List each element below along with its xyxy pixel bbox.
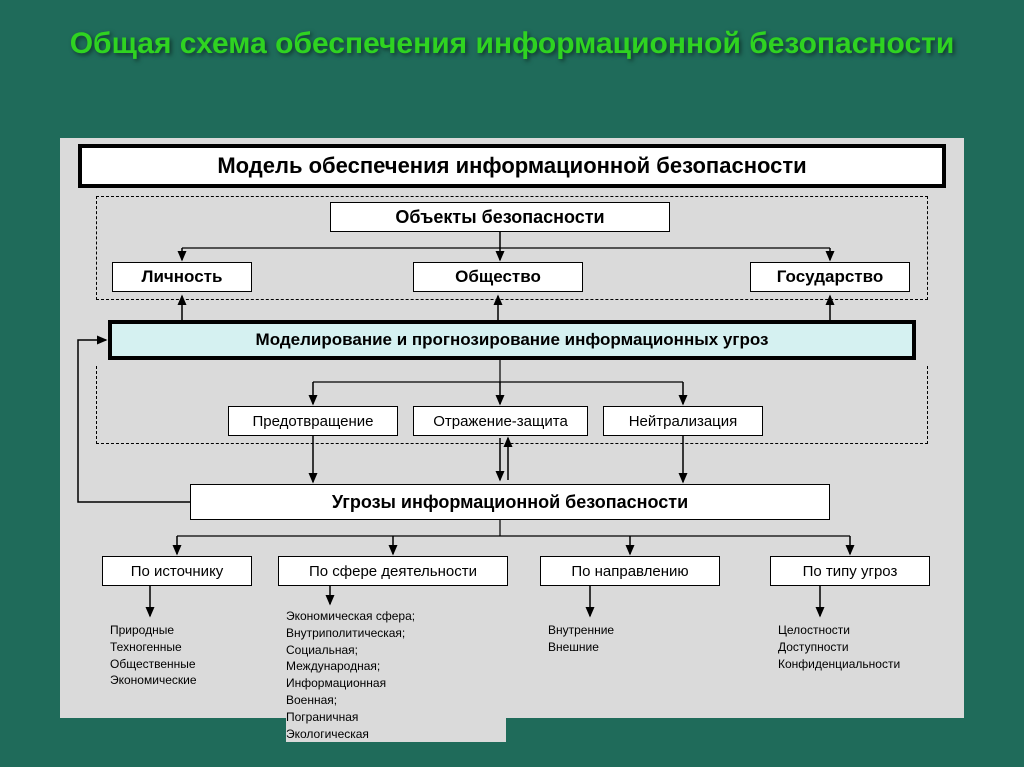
box-prevent: Предотвращение	[228, 406, 398, 436]
box-bysphere: По сфере деятельности	[278, 556, 508, 586]
list-bytype: Целостности Доступности Конфиденциальнос…	[778, 622, 948, 672]
box-header: Модель обеспечения информационной безопа…	[78, 144, 946, 188]
box-society: Общество	[413, 262, 583, 292]
slide-title: Общая схема обеспечения информационной б…	[0, 24, 1024, 63]
box-person: Личность	[112, 262, 252, 292]
box-bytype: По типу угроз	[770, 556, 930, 586]
box-neutral: Нейтрализация	[603, 406, 763, 436]
list-bysphere: Экономическая сфера; Внутриполитическая;…	[286, 608, 506, 742]
diagram-canvas: Модель обеспечения информационной безопа…	[60, 138, 964, 718]
slide: Общая схема обеспечения информационной б…	[0, 0, 1024, 767]
box-state: Государство	[750, 262, 910, 292]
box-modeling: Моделирование и прогнозирование информац…	[108, 320, 916, 360]
box-reflect: Отражение-защита	[413, 406, 588, 436]
list-bysource: Природные Техногенные Общественные Эконо…	[110, 622, 270, 689]
box-bysource: По источнику	[102, 556, 252, 586]
box-bydirection: По направлению	[540, 556, 720, 586]
list-bydirection: Внутренние Внешние	[548, 622, 708, 656]
box-threats: Угрозы информационной безопасности	[190, 484, 830, 520]
box-objects: Объекты безопасности	[330, 202, 670, 232]
